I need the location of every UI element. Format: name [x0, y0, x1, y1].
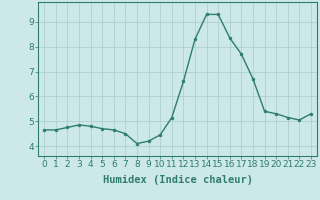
X-axis label: Humidex (Indice chaleur): Humidex (Indice chaleur)	[103, 175, 252, 185]
